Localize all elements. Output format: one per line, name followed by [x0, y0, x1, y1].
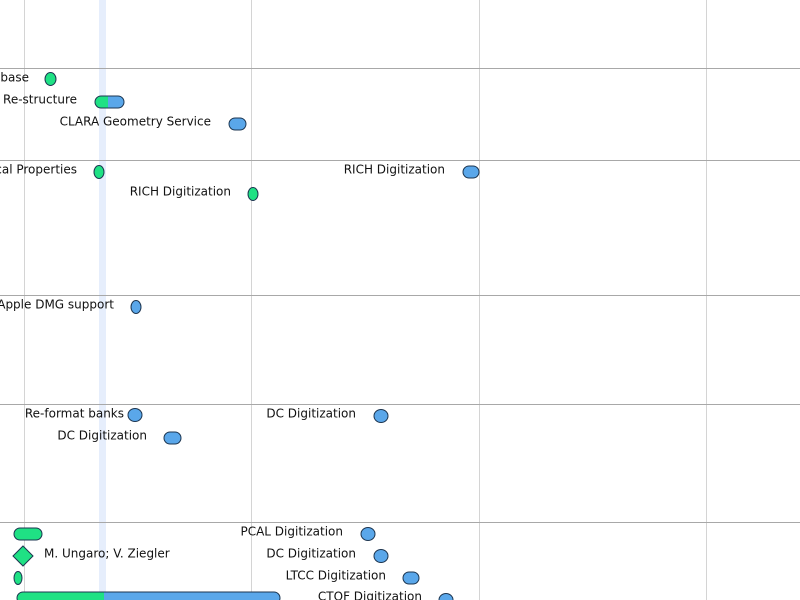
task-bar[interactable] — [462, 165, 480, 179]
task-bar[interactable] — [16, 591, 281, 600]
milestone[interactable] — [373, 409, 389, 423]
task-label: RICH Digitization — [130, 185, 231, 199]
task-label: CTOF Digitization — [318, 590, 422, 600]
task-bar[interactable] — [13, 527, 43, 541]
milestone[interactable] — [373, 549, 389, 563]
milestone[interactable] — [13, 571, 23, 585]
task-bar[interactable] — [402, 571, 420, 585]
milestone[interactable] — [247, 187, 259, 201]
task-label: DC Digitization — [57, 429, 147, 443]
task-label: LTCC Digitization — [286, 569, 386, 583]
milestone[interactable] — [130, 300, 142, 314]
task-label: PCAL Digitization — [240, 525, 343, 539]
milestone[interactable] — [438, 593, 454, 600]
task-bar[interactable] — [228, 117, 247, 131]
task-label: DC Digitization — [266, 547, 356, 561]
milestone[interactable] — [127, 408, 143, 422]
milestone[interactable] — [360, 527, 376, 541]
task-label: Apple DMG support — [0, 298, 114, 312]
task-label: Re-format banks — [25, 407, 124, 421]
today-band — [99, 0, 106, 600]
task-label: CLARA Geometry Service — [60, 115, 211, 129]
milestone-diamond[interactable] — [12, 545, 34, 567]
task-label: cal Properties — [0, 163, 77, 177]
task-label: Re-structure — [3, 93, 77, 107]
task-label: RICH Digitization — [344, 163, 445, 177]
task-label: DC Digitization — [266, 407, 356, 421]
task-bar[interactable] — [94, 95, 125, 109]
milestone[interactable] — [93, 165, 105, 179]
task-label: M. Ungaro; V. Ziegler — [44, 547, 170, 561]
task-bar[interactable] — [163, 431, 182, 445]
milestone[interactable] — [44, 72, 57, 86]
task-label: abase — [0, 71, 29, 85]
